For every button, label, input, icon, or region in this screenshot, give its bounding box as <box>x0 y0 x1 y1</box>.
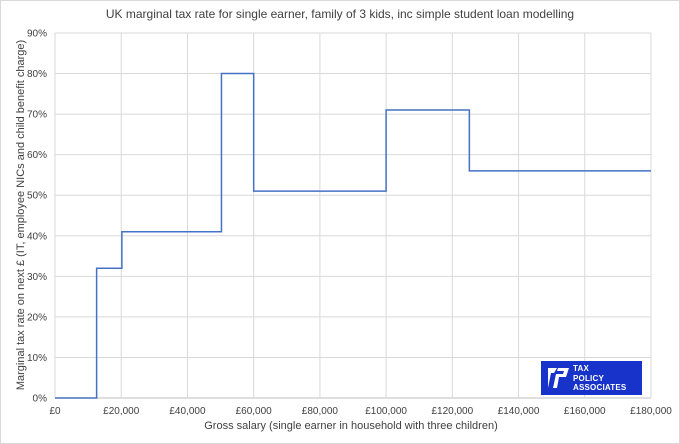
y-tick-label: 90% <box>27 29 47 40</box>
x-tick-label: £20,000 <box>103 406 140 417</box>
y-tick-label: 80% <box>27 69 47 80</box>
x-tick-label: £120,000 <box>431 406 473 417</box>
logo-line-policy: POLICY <box>573 373 604 383</box>
grid <box>54 32 652 399</box>
x-tick-label: £60,000 <box>236 406 273 417</box>
y-tick-label: 60% <box>27 150 47 161</box>
y-tick-label: 50% <box>27 191 47 202</box>
x-tick-label: £40,000 <box>169 406 206 417</box>
x-tick-label: £140,000 <box>498 406 540 417</box>
x-tick-label: £80,000 <box>302 406 339 417</box>
y-axis-label: Marginal tax rate on next £ (IT, employe… <box>15 40 27 390</box>
x-tick-label: £100,000 <box>365 406 407 417</box>
logo-mark-icon <box>548 368 569 388</box>
series-line <box>55 72 651 399</box>
y-tick-label: 0% <box>33 394 48 405</box>
y-tick-label: 40% <box>27 231 47 242</box>
chart-title: UK marginal tax rate for single earner, … <box>106 7 574 21</box>
x-axis-label: Gross salary (single earner in household… <box>204 420 497 432</box>
y-tick-label: 10% <box>27 353 47 364</box>
y-tick-label: 70% <box>27 110 47 121</box>
y-tick-label: 30% <box>27 272 47 283</box>
tax-policy-associates-logo: TAX POLICY ASSOCIATES <box>541 361 642 395</box>
logo-line-associates: ASSOCIATES <box>573 383 627 392</box>
x-tick-label: £160,000 <box>564 406 606 417</box>
x-axis-ticks: £0 £20,000 £40,000 £60,000 £80,000 £100,000 £1… <box>49 406 672 417</box>
x-tick-label: £180,000 <box>630 406 672 417</box>
x-tick-label: £0 <box>49 406 61 417</box>
y-tick-label: 20% <box>27 312 47 323</box>
y-axis-ticks: 0% 10% 20% 30% 40% 50% 60% 70% 80% 90% <box>27 29 47 405</box>
logo-line-tax: TAX <box>573 364 590 373</box>
logo-text: TAX POLICY ASSOCIATES <box>573 364 639 393</box>
